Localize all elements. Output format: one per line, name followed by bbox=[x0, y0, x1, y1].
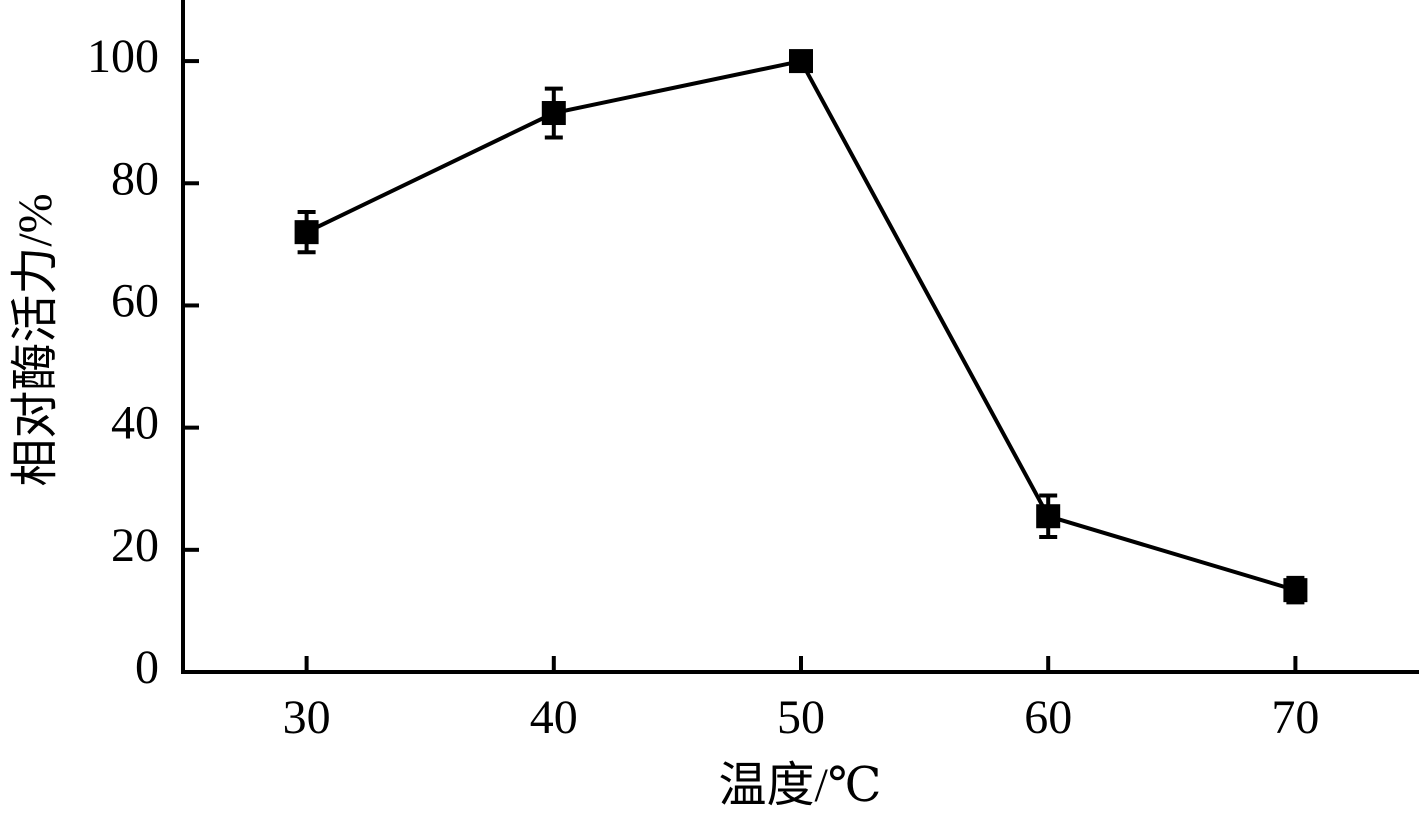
y-tick-label: 0 bbox=[135, 641, 159, 694]
marker bbox=[294, 220, 319, 245]
y-tick-label: 40 bbox=[111, 397, 159, 450]
data-line bbox=[305, 58, 1296, 593]
y-tick-label: 20 bbox=[111, 519, 159, 572]
marker bbox=[541, 101, 566, 126]
marker bbox=[1036, 504, 1061, 529]
x-tick-label: 40 bbox=[530, 691, 578, 744]
marker bbox=[789, 49, 813, 74]
y-tick-label: 100 bbox=[87, 30, 159, 83]
x-axis-label: 温度/℃ bbox=[718, 759, 881, 812]
y-tick-label: 80 bbox=[111, 152, 159, 205]
x-tick-label: 60 bbox=[1024, 691, 1072, 744]
marker bbox=[1283, 578, 1308, 603]
x-tick-label: 30 bbox=[283, 691, 331, 744]
x-tick-label: 50 bbox=[777, 691, 825, 744]
x-tick-label: 70 bbox=[1271, 691, 1319, 744]
y-tick-label: 60 bbox=[111, 274, 159, 327]
y-axis-label: 相对酶活力/% bbox=[9, 193, 62, 486]
